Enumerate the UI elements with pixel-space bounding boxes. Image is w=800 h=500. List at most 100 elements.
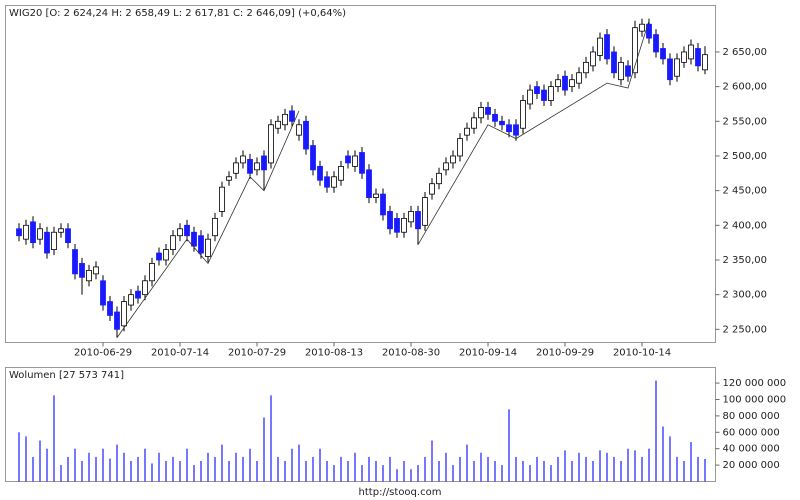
x-tick-label: 2010-07-14 [151,348,209,359]
candle-body [702,54,708,71]
candle-body [219,186,225,212]
candle-body [44,231,50,254]
candle-body [387,211,393,230]
candle-body [618,61,624,81]
candle-body [240,155,246,164]
candle-body [352,155,358,167]
candle-body [338,165,344,181]
candle-body [79,263,85,278]
y-tick-label: 2 300,00 [723,290,768,301]
candle-body [520,100,526,129]
candle-body [590,51,596,67]
candle-body [128,294,134,306]
x-tick-label: 2010-09-29 [536,348,594,359]
candle-body [30,221,36,244]
candle-body [345,155,351,164]
candle-body [674,58,680,77]
candle-body [198,235,204,254]
candle-body [401,217,407,233]
candle-body [58,228,64,233]
candle-body [555,79,561,88]
y-tick-label: 2 350,00 [723,255,768,266]
candle-body [317,165,323,181]
candle-body [534,86,540,94]
candle-body [100,280,106,306]
candle-body [114,311,120,330]
candle-body [499,120,505,126]
price-panel [5,5,716,343]
candle-body [296,124,302,136]
candle-body [254,162,260,171]
candle-body [646,23,652,39]
candle-body [65,228,71,244]
y-tick-label: 2 500,00 [723,151,768,162]
candle-body [149,263,155,282]
candle-body [450,155,456,164]
candle-body [163,249,169,261]
candle-body [464,127,470,136]
candle-body [632,27,638,74]
candle-body [485,107,491,115]
candle-body [289,110,295,122]
volume-title: Wolumen [27 573 741] [9,370,124,381]
candle-body [184,224,190,237]
candle-body [142,280,148,296]
candle-body [681,51,687,63]
x-tick-label: 2010-07-29 [228,348,286,359]
candle-body [72,249,78,275]
candle-body [548,86,554,101]
candle-body [261,155,267,171]
candle-body [429,183,435,195]
candle-body [310,145,316,171]
candle-body [233,162,239,174]
candle-body [366,169,372,198]
candle-body [331,176,337,188]
y-tick-label: 60 000 000 [723,427,780,438]
candle-body [667,58,673,81]
candle-body [212,217,218,237]
y-tick-label: 40 000 000 [723,444,780,455]
candle-body [583,61,589,74]
x-tick-label: 2010-08-30 [382,348,440,359]
candle-body [107,301,113,316]
candle-body [457,138,463,157]
candle-body [324,176,330,188]
price-title: WIG20 [O: 2 624,24 H: 2 658,49 L: 2 617,… [9,8,346,19]
candle-body [380,193,386,216]
candle-body [695,48,701,67]
candle-body [513,124,519,136]
candle-body [121,301,127,327]
candle-body [688,44,694,60]
candle-body [415,211,421,230]
candle-body [247,159,253,174]
candle-body [611,51,617,74]
candle-body [492,113,498,122]
candle-body [604,34,610,60]
candle-body [569,79,575,88]
y-tick-label: 2 550,00 [723,116,768,127]
footer: http://stooq.com [359,487,442,498]
candle-body [226,176,232,181]
candle-body [170,235,176,250]
candle-body [443,162,449,171]
candle-body [639,23,645,32]
y-tick-label: 120 000 000 [723,378,787,389]
candle-body [653,34,659,53]
candle-body [177,228,183,237]
y-tick-label: 80 000 000 [723,411,780,422]
candle-body [471,117,477,129]
candle-body [394,217,400,233]
candle-body [275,120,281,129]
y-tick-label: 2 650,00 [723,47,768,58]
candle-body [205,238,211,257]
candle-body [660,48,666,60]
candle-body [268,124,274,164]
x-tick-label: 2010-06-29 [74,348,132,359]
candle-body [576,72,582,84]
candle-body [51,231,57,250]
y-tick-label: 2 450,00 [723,186,768,197]
candle-body [23,224,29,240]
candle-body [135,290,141,299]
